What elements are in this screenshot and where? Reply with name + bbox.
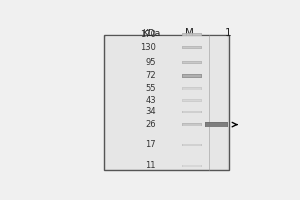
FancyBboxPatch shape: [205, 122, 228, 127]
FancyBboxPatch shape: [183, 100, 201, 101]
FancyBboxPatch shape: [182, 99, 202, 102]
FancyBboxPatch shape: [183, 62, 201, 63]
Text: 43: 43: [146, 96, 156, 105]
FancyBboxPatch shape: [106, 36, 227, 169]
FancyBboxPatch shape: [182, 87, 202, 90]
FancyBboxPatch shape: [183, 75, 201, 77]
Text: 170: 170: [140, 30, 156, 39]
FancyBboxPatch shape: [183, 124, 201, 126]
FancyBboxPatch shape: [183, 111, 201, 113]
FancyBboxPatch shape: [183, 34, 201, 36]
FancyBboxPatch shape: [183, 88, 201, 90]
Text: 95: 95: [146, 58, 156, 67]
Text: 130: 130: [140, 43, 156, 52]
FancyBboxPatch shape: [182, 123, 202, 126]
FancyBboxPatch shape: [182, 144, 202, 146]
FancyBboxPatch shape: [183, 144, 201, 146]
FancyBboxPatch shape: [182, 33, 202, 36]
FancyBboxPatch shape: [182, 46, 202, 49]
FancyBboxPatch shape: [182, 111, 202, 113]
Text: 17: 17: [146, 140, 156, 149]
Text: 26: 26: [146, 120, 156, 129]
Text: 55: 55: [146, 84, 156, 93]
FancyBboxPatch shape: [183, 47, 201, 48]
Text: 1: 1: [225, 28, 232, 38]
FancyBboxPatch shape: [183, 165, 201, 167]
Text: 72: 72: [146, 71, 156, 80]
Text: KDa: KDa: [142, 29, 161, 38]
FancyBboxPatch shape: [206, 123, 227, 127]
Text: 11: 11: [146, 161, 156, 170]
Text: 34: 34: [146, 107, 156, 116]
FancyBboxPatch shape: [104, 35, 229, 170]
FancyBboxPatch shape: [182, 165, 202, 167]
Text: M: M: [185, 28, 194, 38]
FancyBboxPatch shape: [182, 61, 202, 64]
FancyBboxPatch shape: [182, 74, 202, 78]
